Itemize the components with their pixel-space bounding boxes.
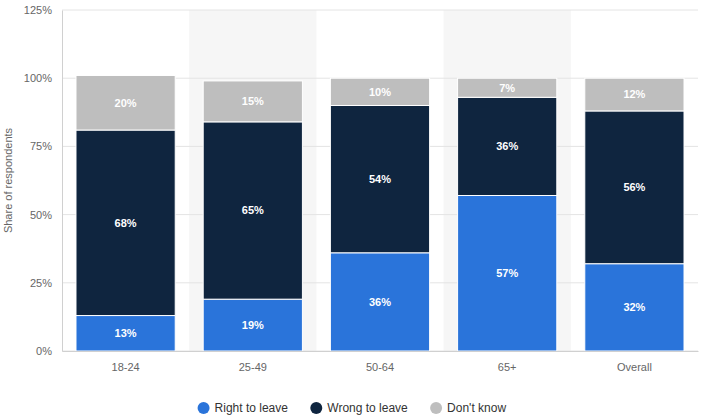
legend-item: Don't know (430, 401, 506, 415)
data-label: 65% (242, 204, 264, 216)
bar-segment (458, 97, 557, 195)
y-tick: 50% (30, 209, 62, 221)
bar-segment (203, 122, 302, 299)
plot-area: 0% 25% 50% 75% 100% 125% 18-24 25-49 50-64 65+ Ove… (24, 4, 699, 373)
bar-segment (585, 78, 684, 111)
bar-segment (330, 253, 429, 351)
column-band (189, 10, 316, 351)
x-tick: 50-64 (366, 351, 394, 373)
bar-segment (458, 78, 557, 97)
data-label: 10% (369, 86, 391, 98)
legend-label: Wrong to leave (327, 401, 408, 415)
bar-segment (585, 111, 684, 264)
x-tick: Overall (617, 351, 652, 373)
data-label: 19% (242, 319, 264, 331)
y-tick: 100% (24, 72, 62, 84)
legend-item: Wrong to leave (310, 401, 408, 415)
bar-segment (458, 196, 557, 351)
data-label: 36% (369, 296, 391, 308)
bar-segment (76, 130, 175, 316)
data-label: 7% (499, 82, 515, 94)
data-label: 13% (115, 327, 137, 339)
x-tick-label: Overall (617, 361, 652, 373)
legend-label: Don't know (447, 401, 506, 415)
data-label: 20% (115, 97, 137, 109)
bar-segment (76, 316, 175, 351)
legend-swatch (430, 402, 442, 414)
bar-segment (203, 299, 302, 351)
legend-swatch (198, 402, 210, 414)
data-label: 36% (496, 140, 518, 152)
data-labels: 13% 19% 36% 57% 32% 68% 65% 54% 36% 56% 20% 15% 10% 7… (115, 82, 646, 340)
x-axis: 18-24 25-49 50-64 65+ Overall (63, 351, 699, 373)
y-tick-label: 50% (30, 209, 52, 221)
y-axis-line (62, 11, 63, 352)
y-tick-label: 25% (30, 277, 52, 289)
y-axis: 0% 25% 50% 75% 100% 125% (24, 4, 63, 357)
bar-segment (330, 105, 429, 252)
data-label: 15% (242, 95, 264, 107)
x-tick: 18-24 (112, 351, 140, 373)
bars (76, 75, 684, 351)
legend-swatch (310, 402, 322, 414)
data-label: 56% (623, 181, 645, 193)
y-axis-title: Share of respondents (2, 127, 14, 233)
bar-segment (203, 81, 302, 122)
data-label: 57% (496, 267, 518, 279)
x-tick-label: 50-64 (366, 361, 394, 373)
grid (62, 10, 698, 351)
x-tick: 65+ (498, 351, 517, 373)
legend-item: Right to leave (198, 401, 289, 415)
chart-container: 0% 25% 50% 75% 100% 125% 18-24 25-49 50-64 65+ Ove… (0, 0, 704, 418)
y-tick-label: 100% (24, 72, 52, 84)
data-label: 32% (623, 301, 645, 313)
y-tick: 25% (30, 277, 62, 289)
x-tick-label: 18-24 (112, 361, 140, 373)
bar-segment (585, 264, 684, 351)
x-tick-label: 25-49 (239, 361, 267, 373)
x-tick-label: 65+ (498, 361, 517, 373)
legend-label: Right to leave (215, 401, 289, 415)
data-label: 12% (623, 88, 645, 100)
y-tick: 0% (36, 345, 62, 357)
y-tick-label: 75% (30, 140, 52, 152)
grid-line (62, 10, 698, 11)
column-bands (189, 10, 571, 351)
y-tick-label: 125% (24, 4, 52, 16)
y-tick: 125% (24, 4, 62, 16)
legend: Right to leave Wrong to leave Don't know (198, 401, 507, 415)
x-tick: 25-49 (239, 351, 267, 373)
bar-segment (330, 78, 429, 105)
y-tick-label: 0% (36, 345, 52, 357)
data-label: 54% (369, 173, 391, 185)
x-axis-line (63, 351, 699, 352)
chart-svg: 0% 25% 50% 75% 100% 125% 18-24 25-49 50-64 65+ Ove… (0, 0, 704, 418)
data-label: 68% (115, 217, 137, 229)
y-tick: 75% (30, 140, 62, 152)
bar-segment (76, 75, 175, 130)
column-band (444, 10, 571, 351)
